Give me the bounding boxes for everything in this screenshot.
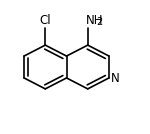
Text: N: N bbox=[111, 72, 120, 85]
Text: Cl: Cl bbox=[39, 14, 51, 27]
Text: NH: NH bbox=[86, 14, 104, 27]
Text: 2: 2 bbox=[96, 17, 103, 27]
